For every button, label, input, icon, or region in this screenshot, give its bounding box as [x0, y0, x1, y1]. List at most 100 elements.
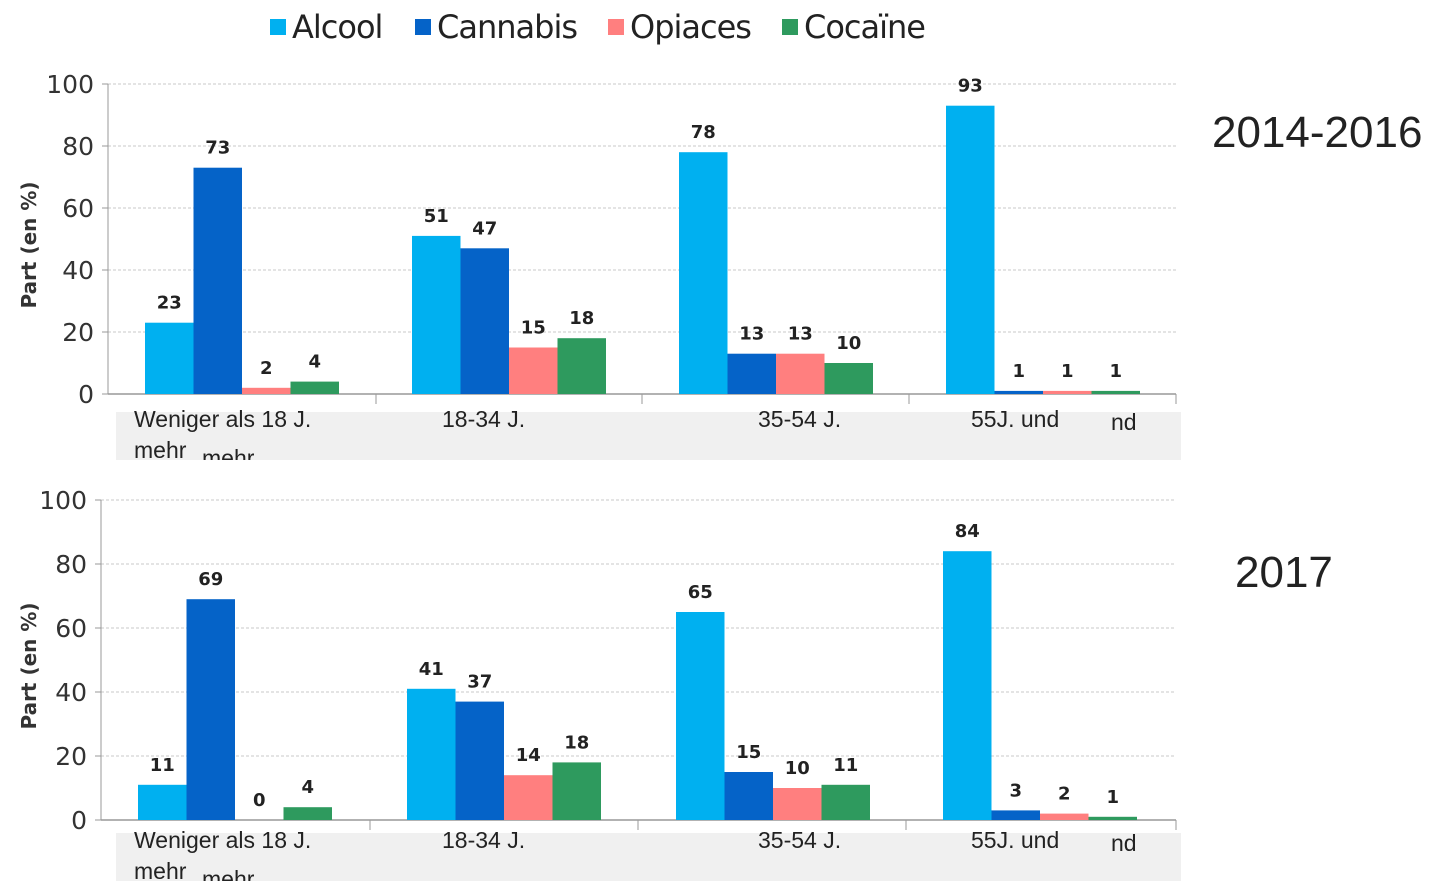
data-label: 84 — [955, 521, 980, 542]
legend-swatch — [415, 19, 431, 35]
data-label: 1 — [1061, 361, 1074, 382]
legend-swatch — [782, 19, 798, 35]
bar-opiaces — [1040, 813, 1089, 820]
data-label: 13 — [788, 324, 813, 345]
y-tick-label: 20 — [62, 318, 94, 347]
bar-alcool — [412, 235, 461, 394]
data-label: 23 — [157, 293, 182, 314]
chart-2014-2016: 0 20 40 60 80 100 Part (en %) 23 51 78 93 73 47 13 1 2 1… — [17, 70, 1177, 409]
data-label: 37 — [467, 672, 492, 693]
y-tick-label: 0 — [71, 806, 87, 835]
y-tick-label: 0 — [78, 380, 94, 409]
legend-swatch — [608, 19, 624, 35]
y-tick-label: 80 — [62, 132, 94, 161]
data-label: 10 — [785, 758, 810, 779]
bar-cannabis — [724, 772, 773, 820]
x-category-label: Weniger als 18 J. mehr — [134, 827, 312, 884]
bar-cocaïne — [824, 363, 873, 394]
x-category-label: 55J. und — [971, 827, 1060, 853]
data-label: 1 — [1106, 787, 1119, 808]
data-label: 1 — [1012, 361, 1025, 382]
data-label: 4 — [301, 777, 314, 798]
category-band-2017 — [116, 833, 1181, 881]
data-label: 93 — [958, 76, 983, 97]
clipped-label-fragment: mehr — [202, 866, 255, 881]
clipped-label-fragment: nd — [1111, 830, 1137, 856]
category-band-2014-2016 — [116, 412, 1181, 460]
data-label: 15 — [736, 742, 761, 763]
bar-cocaïne — [552, 762, 601, 820]
data-label: 18 — [564, 732, 589, 753]
data-label: 11 — [150, 755, 175, 776]
bar-opiaces — [776, 353, 825, 394]
data-label: 1 — [1109, 361, 1122, 382]
data-label: 10 — [836, 333, 861, 354]
data-label: 51 — [424, 206, 449, 227]
bar-cannabis — [994, 390, 1043, 394]
data-label: 2 — [1058, 784, 1071, 805]
data-label: 78 — [691, 122, 716, 143]
y-tick-label: 20 — [55, 742, 87, 771]
data-label: 14 — [516, 745, 541, 766]
y-tick-label: 80 — [55, 550, 87, 579]
x-category-label: 35-54 J. — [758, 827, 842, 853]
bar-cocaïne — [1091, 390, 1140, 394]
legend-label: Cannabis — [437, 8, 578, 46]
bar-cannabis — [193, 167, 242, 394]
legend-label: Alcool — [292, 8, 383, 46]
bar-cannabis — [186, 599, 235, 820]
data-label: 73 — [205, 138, 230, 159]
data-label: 18 — [569, 308, 594, 329]
y-tick-label: 40 — [55, 678, 87, 707]
y-tick-label: 60 — [55, 614, 87, 643]
y-tick-label: 100 — [39, 486, 87, 515]
period-title-2017: 2017 — [1235, 548, 1333, 597]
legend-item-alcool: Alcool — [270, 8, 383, 46]
bar-alcool — [676, 612, 725, 820]
clipped-label-fragment: mehr — [202, 445, 255, 460]
legend-item-cocaïne: Cocaïne — [782, 8, 926, 46]
bar-cocaïne — [290, 381, 339, 394]
x-category-label: 18-34 J. — [442, 827, 526, 853]
x-category-label: 55J. und — [971, 406, 1060, 432]
bar-opiaces — [1043, 390, 1092, 394]
bar-opiaces — [773, 788, 822, 820]
bar-cocaïne — [557, 338, 606, 394]
x-category-label: 35-54 J. — [758, 406, 842, 432]
legend-item-cannabis: Cannabis — [415, 8, 578, 46]
chart-legend: Alcool Cannabis Opiaces Cocaïne — [0, 0, 1190, 60]
bar-cocaïne — [283, 807, 332, 820]
clipped-label-fragment: nd — [1111, 409, 1137, 435]
data-label: 69 — [198, 569, 223, 590]
bar-cannabis — [727, 353, 776, 394]
legend-swatch — [270, 19, 286, 35]
bar-cannabis — [991, 810, 1040, 820]
bar-alcool — [943, 551, 992, 820]
legend-item-opiaces: Opiaces — [608, 8, 752, 46]
y-tick-label: 100 — [46, 70, 94, 99]
data-label: 13 — [739, 324, 764, 345]
data-label: 47 — [472, 218, 497, 239]
data-label: 41 — [419, 659, 444, 680]
bar-alcool — [679, 152, 728, 394]
bar-alcool — [946, 105, 995, 394]
bar-cannabis — [455, 701, 504, 820]
y-axis-label: Part (en %) — [17, 181, 41, 308]
bar-cannabis — [460, 248, 509, 394]
legend-label: Opiaces — [630, 8, 752, 46]
legend-label: Cocaïne — [804, 8, 926, 46]
y-axis-label: Part (en %) — [17, 602, 41, 729]
bar-alcool — [145, 322, 194, 394]
data-label: 11 — [833, 755, 858, 776]
data-label: 0 — [253, 790, 266, 811]
data-label: 65 — [688, 582, 713, 603]
bar-opiaces — [504, 775, 553, 820]
data-label: 15 — [521, 318, 546, 339]
x-category-label: Weniger als 18 J. mehr — [134, 406, 312, 463]
bar-cocaïne — [1088, 816, 1137, 820]
bar-alcool — [138, 784, 187, 820]
y-tick-label: 60 — [62, 194, 94, 223]
data-label: 4 — [308, 352, 321, 373]
y-tick-label: 40 — [62, 256, 94, 285]
